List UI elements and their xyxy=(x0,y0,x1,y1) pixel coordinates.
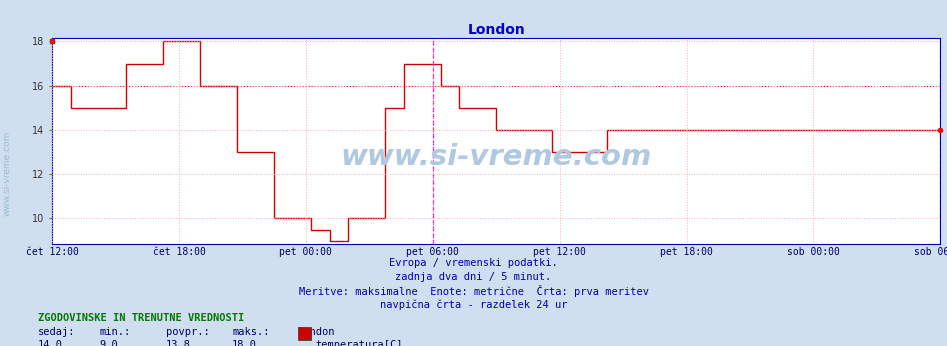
Text: povpr.:: povpr.: xyxy=(166,327,209,337)
Text: 14,0: 14,0 xyxy=(38,340,63,346)
Text: 9,0: 9,0 xyxy=(99,340,118,346)
Text: zadnja dva dni / 5 minut.: zadnja dva dni / 5 minut. xyxy=(396,272,551,282)
Text: min.:: min.: xyxy=(99,327,131,337)
Text: 18,0: 18,0 xyxy=(232,340,257,346)
Text: London: London xyxy=(298,327,336,337)
Text: www.si-vreme.com: www.si-vreme.com xyxy=(3,130,12,216)
Text: maks.:: maks.: xyxy=(232,327,270,337)
Text: 13,8: 13,8 xyxy=(166,340,190,346)
Text: Evropa / vremenski podatki.: Evropa / vremenski podatki. xyxy=(389,258,558,268)
Text: sedaj:: sedaj: xyxy=(38,327,76,337)
Title: London: London xyxy=(468,23,525,37)
Text: Meritve: maksimalne  Enote: metrične  Črta: prva meritev: Meritve: maksimalne Enote: metrične Črta… xyxy=(298,285,649,298)
Text: ZGODOVINSKE IN TRENUTNE VREDNOSTI: ZGODOVINSKE IN TRENUTNE VREDNOSTI xyxy=(38,313,244,323)
Text: www.si-vreme.com: www.si-vreme.com xyxy=(341,144,652,172)
Text: temperatura[C]: temperatura[C] xyxy=(315,340,402,346)
Text: navpična črta - razdelek 24 ur: navpična črta - razdelek 24 ur xyxy=(380,299,567,310)
